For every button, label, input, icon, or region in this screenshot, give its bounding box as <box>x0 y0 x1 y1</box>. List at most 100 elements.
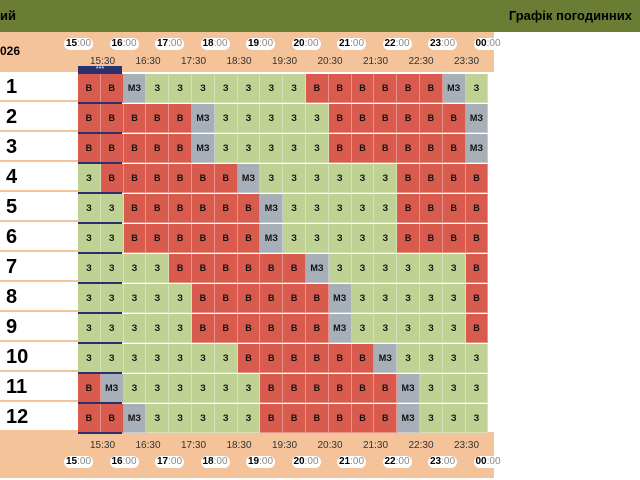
schedule-cell: З <box>100 254 124 283</box>
hour-suffix: :00 <box>441 38 456 49</box>
schedule-cell: З <box>283 194 306 223</box>
hour-suffix: :00 <box>213 38 228 49</box>
schedule-cell: В <box>420 164 443 193</box>
schedule-cell: З <box>100 344 124 373</box>
schedule-cell: З <box>169 344 192 373</box>
row-first-col-underline <box>78 252 122 254</box>
half-hour-label: 21:30 <box>363 440 389 451</box>
schedule-cell: В <box>283 284 306 313</box>
half-hour-label: 16:30 <box>135 440 161 451</box>
schedule-cell: В <box>192 224 215 253</box>
schedule-cell: З <box>283 164 306 193</box>
schedule-cell: З <box>283 104 306 133</box>
half-hour-label: 19:30 <box>272 56 298 67</box>
schedule-cell: В <box>237 344 261 373</box>
half-hour-label: 16:30 <box>135 56 161 67</box>
schedule-cell: В <box>328 104 352 133</box>
half-hour-label: 18:30 <box>226 56 252 67</box>
hour-value: 19 <box>248 456 260 467</box>
page-title-fragment: ий <box>0 8 16 23</box>
schedule-cell: З <box>374 224 398 253</box>
schedule-cell: З <box>146 284 170 313</box>
row-first-col-underline <box>78 432 122 434</box>
row-first-col-underline <box>78 402 122 404</box>
schedule-cell: З <box>169 74 192 103</box>
row-first-col-underline <box>78 162 122 164</box>
hour-value: 00 <box>475 456 487 467</box>
schedule-cell: В <box>328 374 352 403</box>
schedule-cell: З <box>78 224 101 253</box>
schedule-cell: В <box>397 164 420 193</box>
schedule-cell: В <box>100 104 124 133</box>
hour-value: 23 <box>430 38 442 49</box>
schedule-cell: В <box>78 104 101 133</box>
schedule-cell: З <box>192 404 215 433</box>
schedule-cell: З <box>420 254 443 283</box>
schedule-cell: З <box>351 224 375 253</box>
hour-suffix: :00 <box>441 456 456 467</box>
schedule-cell: З <box>465 344 489 373</box>
schedule-cell: З <box>420 344 443 373</box>
schedule-cell: В <box>328 74 352 103</box>
schedule-cell: В <box>123 134 147 163</box>
schedule-cell: З <box>100 314 124 343</box>
hour-suffix: :00 <box>395 456 410 467</box>
schedule-cell: З <box>214 374 238 403</box>
schedule-cell: В <box>123 194 147 223</box>
schedule-cell: З <box>214 344 238 373</box>
hour-label: 21:00 <box>337 456 367 468</box>
hour-label: 22:00 <box>382 38 412 50</box>
hour-label: 17:00 <box>155 38 185 50</box>
hour-suffix: :00 <box>168 456 183 467</box>
schedule-cell: В <box>306 374 329 403</box>
hour-suffix: :00 <box>168 38 183 49</box>
schedule-cell: МЗ <box>237 164 261 193</box>
group-label: 12 <box>0 404 78 432</box>
half-hour-label: 17:30 <box>181 56 207 67</box>
schedule-cell: З <box>306 104 329 133</box>
schedule-cell: З <box>351 194 375 223</box>
hour-label: 19:00 <box>246 38 276 50</box>
schedule-cell: В <box>397 224 420 253</box>
schedule-cell: В <box>237 314 261 343</box>
schedule-cell: МЗ <box>397 404 420 433</box>
schedule-cell: МЗ <box>123 404 147 433</box>
hour-value: 22 <box>384 38 396 49</box>
schedule-cell: В <box>328 404 352 433</box>
half-hour-label: 15:30 <box>90 56 116 67</box>
schedule-cell: В <box>100 74 124 103</box>
schedule-cell: В <box>260 374 284 403</box>
schedule-cell: В <box>283 374 306 403</box>
schedule-cell: З <box>100 194 124 223</box>
schedule-cell: В <box>397 74 420 103</box>
schedule-cell: В <box>465 164 489 193</box>
schedule-cell: В <box>146 134 170 163</box>
group-label: 10 <box>0 344 78 372</box>
group-label: 3 <box>0 134 78 162</box>
schedule-cell: З <box>237 404 261 433</box>
schedule-cell: В <box>351 134 375 163</box>
half-hour-label: 19:30 <box>272 440 298 451</box>
schedule-cell: З <box>237 104 261 133</box>
schedule-cell: З <box>123 344 147 373</box>
hour-suffix: :00 <box>395 38 410 49</box>
schedule-cell: В <box>214 254 238 283</box>
schedule-cell: З <box>146 404 170 433</box>
schedule-cell: В <box>465 254 489 283</box>
schedule-cell: МЗ <box>123 74 147 103</box>
schedule-cell: МЗ <box>442 74 466 103</box>
schedule-cell: З <box>420 284 443 313</box>
schedule-cell: В <box>78 134 101 163</box>
schedule-cell: З <box>260 134 284 163</box>
schedule-cell: З <box>169 284 192 313</box>
schedule-cell: МЗ <box>328 284 352 313</box>
hour-label: 15:00 <box>64 456 94 468</box>
schedule-cell: З <box>351 314 375 343</box>
schedule-cell: В <box>146 164 170 193</box>
schedule-cell: В <box>192 284 215 313</box>
schedule-cell: В <box>351 374 375 403</box>
schedule-cell: МЗ <box>328 314 352 343</box>
schedule-cell: В <box>397 134 420 163</box>
schedule-cell: В <box>260 254 284 283</box>
schedule-cell: З <box>420 314 443 343</box>
